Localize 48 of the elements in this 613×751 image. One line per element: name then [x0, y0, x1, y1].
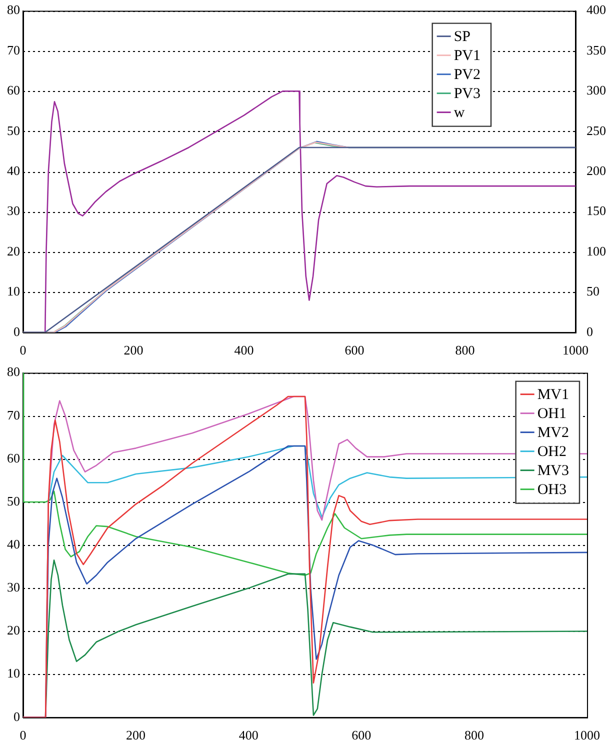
y-tick-label: 60: [7, 82, 20, 98]
legend-label: SP: [454, 29, 471, 46]
x-tick-label: 1000: [574, 728, 600, 743]
y-tick-label: 40: [7, 536, 20, 552]
x-tick-label: 800: [464, 728, 484, 743]
legend-label: OH1: [537, 406, 566, 422]
x-tick-label: 200: [126, 728, 146, 743]
y-tick-label: 40: [7, 163, 20, 178]
legend-label: PV1: [454, 48, 481, 64]
y-tick-label: 20: [7, 622, 20, 638]
legend-label: MV2: [537, 425, 569, 442]
y2-tick-label: 50: [586, 284, 600, 299]
y-tick-label: 60: [7, 450, 20, 466]
y-tick-label: 0: [14, 708, 20, 724]
x-tick-label: 400: [234, 342, 254, 358]
y-tick-label: 10: [7, 284, 20, 299]
x-tick-label: 600: [344, 342, 364, 358]
y-tick-label: 50: [7, 493, 20, 508]
y-tick-label: 0: [14, 324, 20, 339]
y-tick-label: 70: [7, 42, 20, 58]
y2-tick-label: 150: [586, 203, 606, 218]
y-tick-label: 30: [7, 203, 20, 218]
x-tick-label: 800: [455, 342, 475, 358]
y2-tick-label: 400: [586, 2, 606, 18]
y2-tick-label: 0: [586, 324, 593, 339]
x-tick-label: 1000: [562, 342, 588, 358]
legend-label: MV1: [537, 387, 569, 404]
y-tick-label: 10: [7, 666, 20, 681]
legend-label: PV3: [454, 86, 481, 102]
legend-label: w: [454, 105, 465, 122]
legend-label: OH2: [537, 444, 566, 460]
x-tick-label: 600: [352, 728, 372, 743]
y-tick-label: 20: [7, 243, 20, 258]
y2-tick-label: 250: [586, 122, 606, 138]
y-tick-label: 80: [7, 364, 20, 380]
y2-tick-label: 100: [586, 243, 606, 258]
y-tick-label: 70: [7, 407, 20, 422]
x-tick-label: 400: [238, 728, 258, 743]
y-tick-label: 80: [7, 2, 20, 18]
legend-label: PV2: [454, 67, 481, 84]
y2-tick-label: 350: [586, 42, 606, 58]
y2-tick-label: 200: [586, 163, 606, 178]
y-tick-label: 50: [7, 122, 20, 138]
legend-label: MV3: [537, 463, 569, 480]
y2-tick-label: 300: [586, 82, 606, 98]
y-tick-label: 30: [7, 580, 20, 595]
legend-label: OH3: [537, 482, 566, 498]
x-tick-label: 200: [124, 342, 144, 358]
